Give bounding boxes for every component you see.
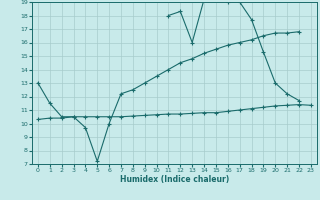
X-axis label: Humidex (Indice chaleur): Humidex (Indice chaleur) [120,175,229,184]
